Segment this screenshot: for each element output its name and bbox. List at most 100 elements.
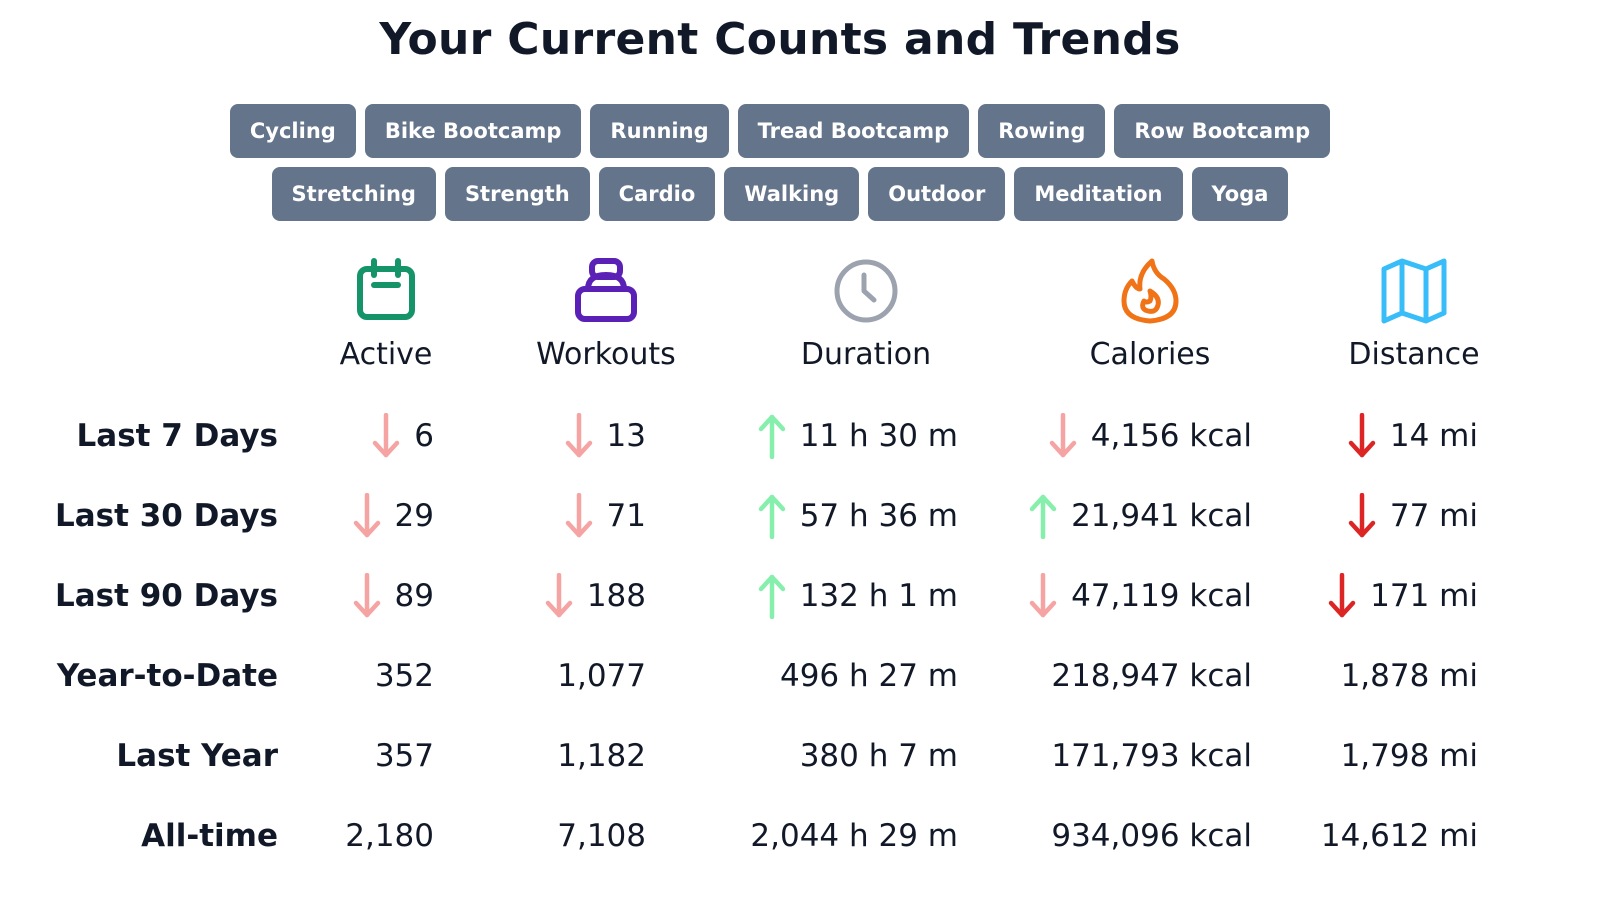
stat-value: 47,119 kcal — [1071, 578, 1252, 614]
filter-bike-bootcamp[interactable]: Bike Bootcamp — [364, 104, 582, 158]
stat-cell-duration: 132 h 1 m — [758, 572, 958, 620]
stat-cell-duration: 380 h 7 m — [800, 732, 958, 780]
stat-value: 2,180 — [345, 818, 434, 854]
stat-cell-workouts: 13 — [565, 412, 646, 460]
stat-value: 934,096 kcal — [1051, 818, 1252, 854]
stat-cell-distance: 14 mi — [1348, 412, 1478, 460]
flame-icon — [1030, 255, 1270, 327]
stat-value: 14,612 mi — [1320, 818, 1478, 854]
row-label-last-7-days: Last 7 Days — [76, 418, 278, 454]
column-header-workouts: Workouts — [486, 255, 726, 372]
stat-value: 4,156 kcal — [1090, 418, 1252, 454]
row-label-year-to-date: Year-to-Date — [56, 658, 278, 694]
filter-cycling[interactable]: Cycling — [229, 104, 356, 158]
stat-value: 29 — [394, 498, 434, 534]
stat-value: 1,077 — [557, 658, 646, 694]
filter-tread-bootcamp[interactable]: Tread Bootcamp — [737, 104, 970, 158]
filter-meditation[interactable]: Meditation — [1014, 167, 1183, 221]
filter-strength[interactable]: Strength — [444, 167, 590, 221]
trend-up-arrow-icon — [758, 573, 786, 620]
stat-value: 57 h 36 m — [799, 498, 958, 534]
row-label-last-30-days: Last 30 Days — [54, 498, 278, 534]
trend-down-arrow-icon — [1348, 492, 1376, 539]
stat-cell-distance: 1,798 mi — [1341, 732, 1478, 780]
stat-value: 218,947 kcal — [1051, 658, 1252, 694]
column-header-active: Active — [266, 255, 506, 372]
stat-value: 188 — [586, 578, 646, 614]
filter-yoga[interactable]: Yoga — [1191, 167, 1289, 221]
stat-cell-calories: 934,096 kcal — [1051, 812, 1252, 860]
stat-cell-workouts: 71 — [565, 492, 646, 540]
stat-value: 11 h 30 m — [799, 418, 958, 454]
stat-value: 1,878 mi — [1340, 658, 1478, 694]
row-label-all-time: All-time — [141, 818, 278, 854]
trend-down-arrow-icon — [1029, 572, 1057, 619]
stat-cell-workouts: 188 — [545, 572, 646, 620]
stat-value: 89 — [394, 578, 434, 614]
column-header-duration: Duration — [746, 255, 986, 372]
discipline-filters-row-2: Stretching Strength Cardio Walking Outdoor Me… — [0, 167, 1560, 221]
trend-down-arrow-icon — [1328, 572, 1356, 619]
stat-cell-distance: 77 mi — [1348, 492, 1478, 540]
trend-down-arrow-icon — [372, 412, 400, 459]
trend-down-arrow-icon — [1348, 412, 1376, 459]
stat-value: 7,108 — [557, 818, 646, 854]
column-label: Workouts — [536, 337, 676, 372]
kettlebell-icon — [486, 255, 726, 327]
stat-cell-calories: 47,119 kcal — [1029, 572, 1252, 620]
stat-value: 380 h 7 m — [799, 738, 958, 774]
column-label: Duration — [800, 337, 932, 372]
trend-up-arrow-icon — [758, 413, 786, 460]
trend-down-arrow-icon — [353, 572, 381, 619]
stat-value: 496 h 27 m — [779, 658, 958, 694]
stat-cell-distance: 1,878 mi — [1341, 652, 1478, 700]
stat-cell-duration: 57 h 36 m — [758, 492, 958, 540]
trend-down-arrow-icon — [353, 492, 381, 539]
stat-cell-duration: 2,044 h 29 m — [750, 812, 958, 860]
stat-cell-distance: 171 mi — [1328, 572, 1478, 620]
stat-cell-active: 29 — [353, 492, 434, 540]
stat-value: 357 — [374, 738, 434, 774]
stat-value: 14 mi — [1389, 418, 1478, 454]
filter-rowing[interactable]: Rowing — [978, 104, 1106, 158]
filter-running[interactable]: Running — [590, 104, 729, 158]
stat-cell-calories: 218,947 kcal — [1051, 652, 1252, 700]
column-label: Calories — [1089, 337, 1211, 372]
stat-cell-active: 357 — [375, 732, 434, 780]
trend-down-arrow-icon — [545, 572, 573, 619]
trend-down-arrow-icon — [565, 412, 593, 459]
filter-outdoor[interactable]: Outdoor — [868, 167, 1006, 221]
trend-down-arrow-icon — [1049, 412, 1077, 459]
stat-value: 1,798 mi — [1340, 738, 1478, 774]
stat-cell-distance: 14,612 mi — [1321, 812, 1478, 860]
stat-cell-active: 352 — [375, 652, 434, 700]
stat-value: 77 mi — [1389, 498, 1478, 534]
row-label-last-90-days: Last 90 Days — [54, 578, 278, 614]
map-icon — [1294, 255, 1534, 327]
row-label-last-year: Last Year — [116, 738, 278, 774]
stat-value: 132 h 1 m — [799, 578, 958, 614]
stat-cell-calories: 4,156 kcal — [1049, 412, 1252, 460]
filter-walking[interactable]: Walking — [724, 167, 860, 221]
stat-value: 2,044 h 29 m — [750, 818, 958, 854]
stat-value: 1,182 — [557, 738, 646, 774]
stat-value: 6 — [414, 418, 434, 454]
filter-cardio[interactable]: Cardio — [598, 167, 716, 221]
column-header-calories: Calories — [1030, 255, 1270, 372]
stat-cell-workouts: 1,182 — [557, 732, 646, 780]
stat-cell-active: 2,180 — [345, 812, 434, 860]
column-header-distance: Distance — [1294, 255, 1534, 372]
trend-down-arrow-icon — [565, 492, 593, 539]
stat-value: 21,941 kcal — [1071, 498, 1252, 534]
filter-row-bootcamp[interactable]: Row Bootcamp — [1114, 104, 1331, 158]
stat-cell-active: 89 — [353, 572, 434, 620]
stat-cell-workouts: 7,108 — [557, 812, 646, 860]
stat-cell-duration: 11 h 30 m — [758, 412, 958, 460]
filter-stretching[interactable]: Stretching — [271, 167, 436, 221]
stat-value: 13 — [606, 418, 646, 454]
clock-icon — [746, 255, 986, 327]
stat-value: 171,793 kcal — [1051, 738, 1252, 774]
trend-up-arrow-icon — [758, 493, 786, 540]
stat-cell-workouts: 1,077 — [557, 652, 646, 700]
column-label: Distance — [1348, 337, 1480, 372]
